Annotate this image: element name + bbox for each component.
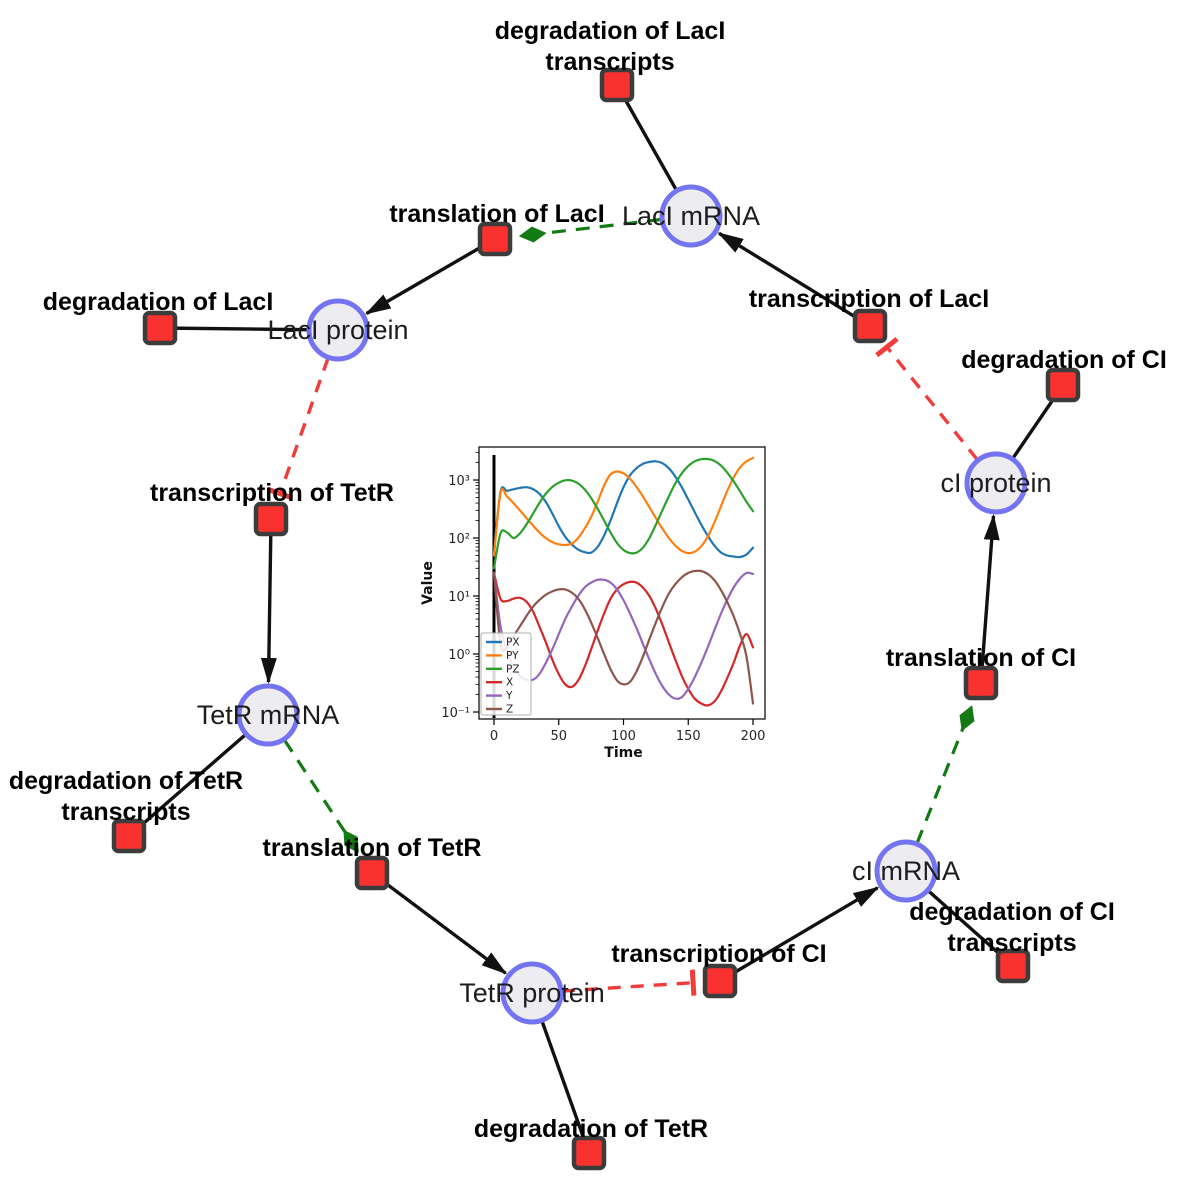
species-node-ci_mrna[interactable] bbox=[874, 839, 938, 903]
chart-y-axis-title: Value bbox=[420, 561, 436, 605]
chart-x-tick: 100 bbox=[611, 729, 636, 744]
edge-production-tl_laci-laci_prot bbox=[364, 244, 484, 315]
species-node-tetr_mrna[interactable] bbox=[236, 683, 300, 747]
reaction-label-deg_ci: degradation of CI bbox=[961, 346, 1167, 374]
chart-y-tick: 10⁻¹ bbox=[441, 706, 470, 721]
species-node-laci_mrna[interactable] bbox=[659, 184, 723, 248]
chart-legend-entry-Y: Y bbox=[505, 690, 513, 702]
reaction-label-deg_laci_tx: transcripts bbox=[545, 48, 674, 76]
reaction-node-deg_ci[interactable] bbox=[1045, 367, 1081, 403]
chart-legend-entry-PZ: PZ bbox=[506, 663, 520, 675]
chart-y-tick: 10² bbox=[448, 532, 470, 547]
chart-series-X bbox=[492, 571, 755, 707]
chart-legend-entry-X: X bbox=[506, 677, 513, 689]
chart-series-Y bbox=[492, 571, 755, 700]
reaction-label-tc_tetr: transcription of TetR bbox=[150, 479, 394, 507]
species-nodes-layer bbox=[236, 184, 1028, 1025]
reaction-label-deg_tetr: degradation of TetR bbox=[474, 1115, 708, 1143]
reaction-label-deg_ci_tx: degradation of CI bbox=[909, 898, 1115, 926]
chart-series-PY bbox=[492, 456, 755, 557]
chart-y-tick: 10¹ bbox=[448, 590, 470, 605]
labels-layer: degradation of LacI transcripts translatio… bbox=[9, 17, 1167, 1143]
reaction-label-deg_ci_tx: transcripts bbox=[947, 929, 1076, 957]
reaction-label-deg_tetr_tx: degradation of TetR bbox=[9, 767, 243, 795]
reaction-node-tc_ci[interactable] bbox=[702, 963, 738, 999]
species-node-laci_prot[interactable] bbox=[306, 298, 370, 362]
chart-x-tick: 150 bbox=[676, 729, 701, 744]
chart-x-axis-title: Time bbox=[604, 745, 642, 761]
reaction-node-tl_tetr[interactable] bbox=[354, 855, 390, 891]
reaction-node-deg_tetr_tx[interactable] bbox=[111, 818, 147, 854]
reaction-label-tl_laci: translation of LacI bbox=[389, 200, 604, 228]
reaction-label-deg_tetr_tx: transcripts bbox=[61, 798, 190, 826]
reaction-node-deg_tetr[interactable] bbox=[571, 1135, 607, 1171]
chart-legend-entry-PX: PX bbox=[506, 637, 520, 649]
chart-series-PX bbox=[492, 460, 755, 559]
reaction-label-tc_ci: transcription of CI bbox=[611, 940, 826, 968]
reaction-node-tc_tetr[interactable] bbox=[253, 501, 289, 537]
species-label-laci_mrna: LacI mRNA bbox=[622, 201, 760, 231]
edge-inhibition-ci_prot-tc_laci bbox=[887, 347, 979, 461]
reaction-node-tc_laci[interactable] bbox=[852, 308, 888, 344]
reaction-node-tl_laci[interactable] bbox=[477, 221, 513, 257]
reaction-node-tl_ci[interactable] bbox=[963, 665, 999, 701]
chart-y-tick: 10⁰ bbox=[448, 648, 470, 663]
edge-production-tc_ci-ci_mrna bbox=[731, 886, 880, 976]
reaction-label-tc_laci: transcription of LacI bbox=[749, 285, 989, 313]
species-node-tetr_prot[interactable] bbox=[500, 961, 564, 1025]
chart-legend-entry-Z: Z bbox=[506, 704, 513, 716]
chart-curves bbox=[492, 455, 755, 718]
edge-production-tc_laci-laci_mrna bbox=[717, 231, 859, 321]
species-label-tetr_mrna: TetR mRNA bbox=[197, 700, 340, 730]
reaction-nodes-layer bbox=[111, 67, 1081, 1171]
species-node-ci_prot[interactable] bbox=[964, 451, 1028, 515]
reaction-label-deg_laci_tx: degradation of LacI bbox=[495, 17, 726, 45]
species-label-tetr_prot: TetR protein bbox=[459, 978, 605, 1008]
species-label-ci_prot: cI protein bbox=[940, 468, 1051, 498]
chart-x-tick: 0 bbox=[490, 729, 498, 744]
chart-x-tick: 200 bbox=[741, 729, 766, 744]
reaction-label-deg_laci: degradation of LacI bbox=[43, 288, 274, 316]
chart-x-tick: 50 bbox=[550, 729, 567, 744]
reaction-label-tl_tetr: translation of TetR bbox=[263, 834, 482, 862]
edge-production-tc_tetr-tetr_mrna bbox=[260, 532, 277, 684]
chart-series-PZ bbox=[492, 457, 755, 570]
species-label-ci_mrna: cI mRNA bbox=[852, 856, 960, 886]
reaction-node-deg_laci[interactable] bbox=[142, 310, 178, 346]
reaction-node-deg_laci_tx[interactable] bbox=[599, 67, 635, 103]
edge-modifier-ci_mrna-tl_ci bbox=[915, 705, 975, 844]
chart-y-tick: 10³ bbox=[448, 474, 470, 489]
species-label-laci_prot: LacI protein bbox=[267, 315, 408, 345]
edge-production-tl_tetr-tetr_prot bbox=[382, 880, 508, 975]
chart-series-Z bbox=[492, 569, 755, 705]
edge-inhibition-laci_prot-tc_tetr bbox=[280, 357, 330, 493]
reaction-node-deg_ci_tx[interactable] bbox=[995, 948, 1031, 984]
reaction-label-tl_ci: translation of CI bbox=[886, 644, 1076, 672]
chart-legend-entry-PY: PY bbox=[506, 650, 519, 662]
edge-production-tl_ci-ci_prot bbox=[980, 513, 1000, 670]
